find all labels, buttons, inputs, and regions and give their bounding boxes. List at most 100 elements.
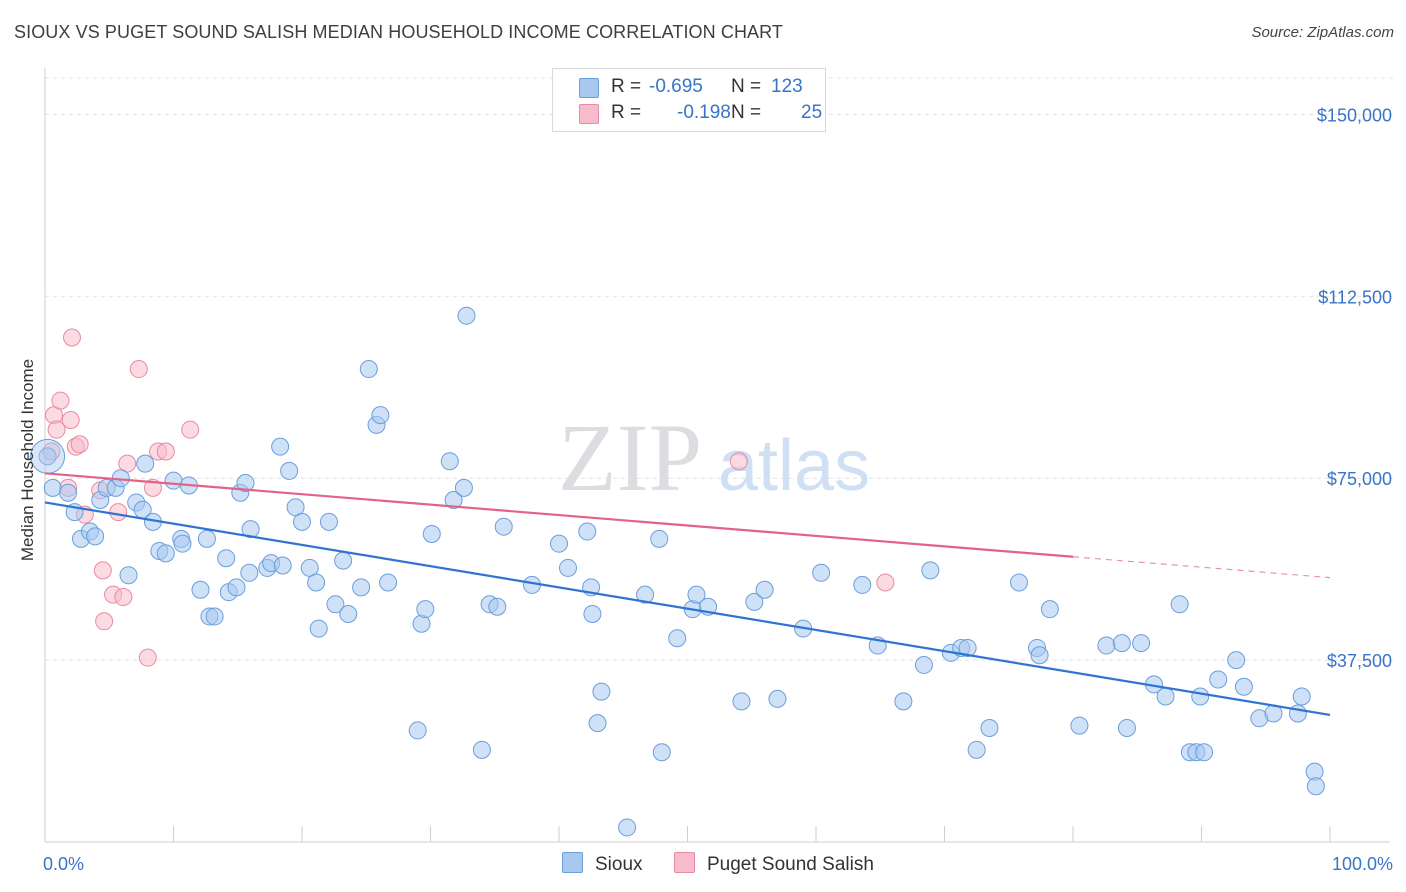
y-axis-label: Median Household Income [18, 358, 37, 562]
puget-point [93, 561, 112, 580]
sioux-point [755, 580, 774, 599]
sioux-point [334, 551, 353, 570]
sioux-point [457, 306, 476, 325]
sioux-point [236, 474, 255, 493]
bottom-legend-label-sioux: Sioux [595, 854, 643, 875]
sioux-point [578, 522, 597, 541]
puget-point [156, 442, 175, 461]
legend-r-label: R = [611, 102, 642, 123]
sioux-point [273, 556, 292, 575]
legend-r-value: -0.695 [649, 76, 703, 97]
legend-n-label: N = [731, 76, 762, 97]
sioux-point [1132, 634, 1151, 653]
sioux-point [588, 714, 607, 733]
sioux-point [618, 818, 637, 837]
puget-point [47, 420, 66, 439]
sioux-point [191, 580, 210, 599]
sioux-trend-line [44, 501, 1331, 716]
puget-point [109, 503, 128, 522]
y-tick-label: $112,500 [1318, 287, 1392, 307]
sioux-point [43, 478, 62, 497]
sioux-point [1156, 687, 1175, 706]
sioux-point [1195, 743, 1214, 762]
sioux-point [1292, 687, 1311, 706]
sioux-point [592, 682, 611, 701]
sioux-point [241, 520, 260, 539]
y-tick-label: $37,500 [1327, 651, 1392, 671]
sioux-point [339, 605, 358, 624]
sioux-point [668, 629, 687, 648]
sioux-point [652, 743, 671, 762]
puget-point [70, 435, 89, 454]
sioux-point [156, 544, 175, 563]
sioux-point [1112, 634, 1131, 653]
sioux-point [197, 529, 216, 548]
y-tick-label: $150,000 [1317, 105, 1392, 125]
sioux-point [853, 575, 872, 594]
watermark-zip: ZIP [558, 404, 702, 511]
source-credit: Source: ZipAtlas.com [1251, 24, 1394, 41]
sioux-point [352, 578, 371, 597]
bottom-legend-swatch-puget [674, 852, 695, 873]
sioux-point [280, 461, 299, 480]
sioux-point [119, 566, 138, 585]
puget-point [62, 328, 81, 347]
sioux-point [1170, 595, 1189, 614]
sioux-point [745, 592, 764, 611]
sioux-point [1191, 687, 1210, 706]
sioux-point [550, 534, 568, 553]
legend-r-value: -0.198 [677, 102, 731, 123]
sioux-point [326, 595, 345, 614]
sioux-point [444, 491, 463, 510]
sioux-point [454, 478, 473, 497]
sioux-point [1306, 777, 1325, 796]
puget-point [61, 410, 80, 429]
y-axis-label-wrap: Median Household Income [14, 340, 44, 580]
sioux-point [768, 689, 787, 708]
sioux-point [1209, 670, 1228, 689]
tick-labels: $37,500 $75,000 $112,500 $150,000 0.0% 100.0% [43, 105, 1393, 874]
puget-point [95, 612, 114, 631]
sioux-point [1234, 677, 1253, 696]
sioux-point [488, 597, 507, 616]
sioux-point [440, 452, 459, 471]
legend-n-value: 123 [771, 76, 803, 97]
sioux-point [1010, 573, 1029, 592]
watermark: ZIP atlas [558, 404, 870, 511]
puget-point [876, 573, 895, 592]
puget-point [143, 478, 162, 497]
legend-n-label: N = [731, 102, 762, 123]
sioux-point [980, 719, 999, 738]
sioux-point [921, 561, 940, 580]
sioux-point [307, 573, 326, 592]
data-points [30, 306, 1325, 837]
sioux-point [173, 534, 192, 553]
sioux-point [271, 437, 290, 456]
sioux-point [812, 563, 831, 582]
sioux-point [1097, 636, 1116, 655]
sioux-point [914, 655, 933, 674]
sioux-point [494, 517, 513, 536]
sioux-point [371, 406, 390, 425]
sioux-point [650, 529, 669, 548]
legend-r-label: R = [611, 76, 642, 97]
puget-point [138, 648, 157, 667]
sioux-point [1117, 719, 1136, 738]
bottom-legend-puget: Puget Sound Salish [674, 852, 874, 876]
sioux-point [958, 638, 977, 657]
correlation-legend: R = -0.695 N = 123 R = -0.198 N = 25 [552, 68, 826, 132]
sioux-point [408, 721, 427, 740]
sioux-point [319, 512, 338, 531]
puget-point [114, 588, 133, 607]
sioux-point [732, 692, 751, 711]
sioux-point [1227, 651, 1246, 670]
y-tick-label: $75,000 [1327, 469, 1392, 489]
legend-n-value: 25 [801, 102, 823, 123]
puget-trend-line [44, 472, 1074, 558]
bottom-legend-swatch-sioux [562, 852, 583, 873]
sioux-point [136, 454, 155, 473]
sioux-point [86, 527, 105, 546]
sioux-point [967, 740, 986, 759]
sioux-point [687, 585, 706, 604]
